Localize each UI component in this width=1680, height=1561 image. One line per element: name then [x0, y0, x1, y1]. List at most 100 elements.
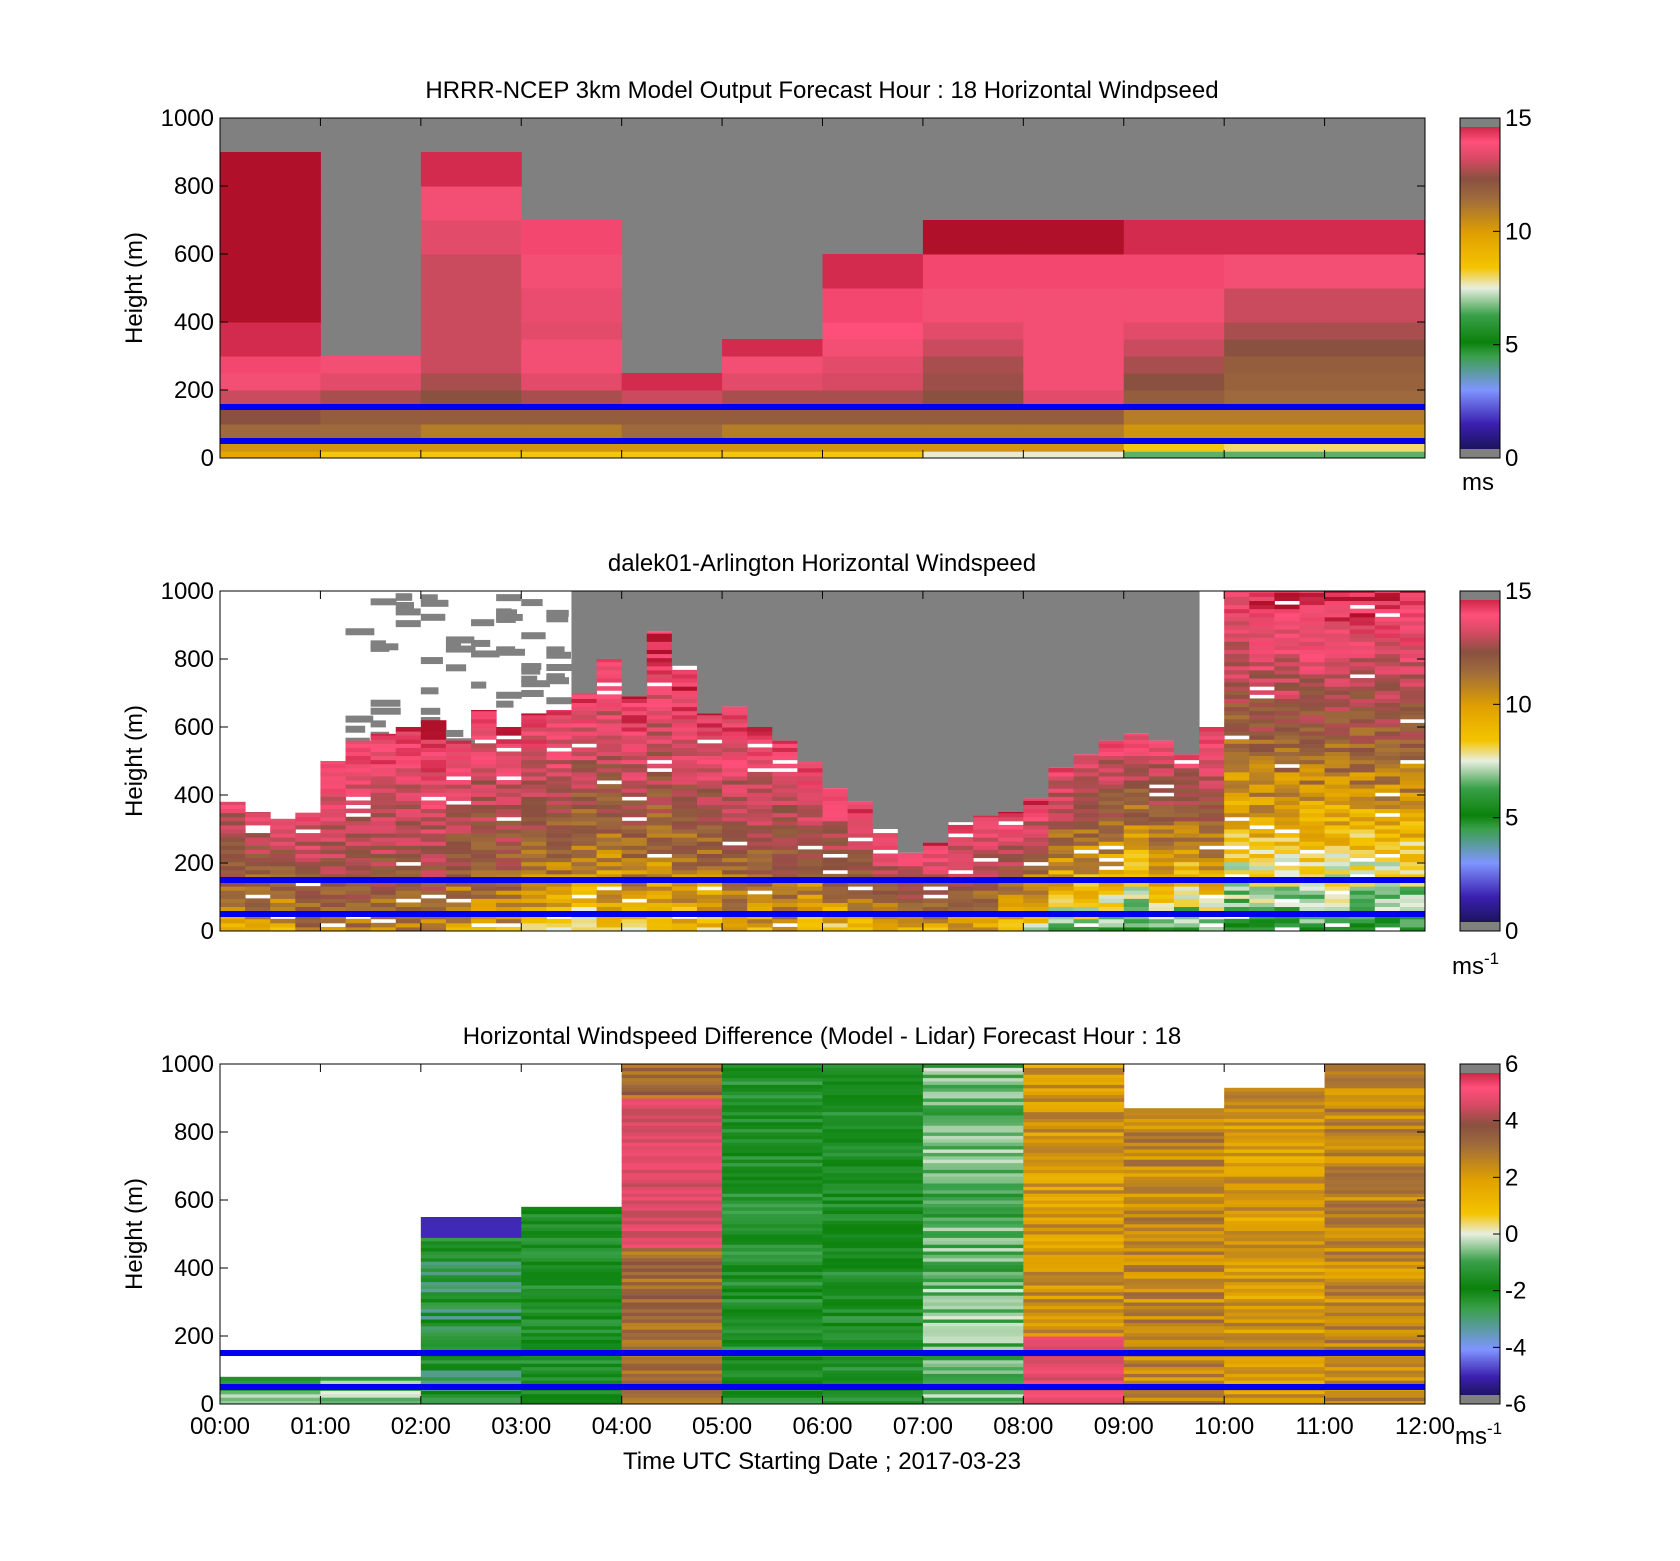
heatmap-cell [220, 288, 321, 323]
heatmap-cell [822, 861, 849, 867]
heatmap-cell [1023, 373, 1125, 391]
heatmap-cell [621, 1308, 723, 1313]
heatmap-cell [722, 1336, 823, 1340]
heatmap-cell [1224, 1210, 1326, 1215]
heatmap-cell [1274, 837, 1300, 842]
heatmap-cell [1324, 424, 1426, 442]
heatmap-cell [345, 775, 372, 781]
heatmap-cell [1224, 1138, 1326, 1143]
heatmap-cell [1324, 641, 1351, 646]
heatmap-cell [1224, 1179, 1326, 1184]
heatmap-cell [546, 833, 572, 838]
heatmap-cell [1173, 784, 1200, 789]
heatmap-cell [521, 1274, 623, 1279]
heatmap-cell [1324, 767, 1351, 773]
heatmap-cell [722, 1121, 823, 1126]
heatmap-cell [1324, 673, 1351, 679]
heatmap-cell [1224, 339, 1326, 357]
heatmap-cell [1324, 926, 1351, 932]
heatmap-cell [596, 659, 623, 663]
heatmap-cell [822, 1169, 924, 1174]
heatmap-cell [1324, 1342, 1426, 1347]
heatmap-cell [722, 1240, 823, 1245]
heatmap-cell [1148, 755, 1175, 761]
heatmap-cell [722, 1227, 823, 1232]
heatmap-cell [1349, 845, 1376, 850]
heatmap-cell [922, 857, 949, 863]
heatmap-cell [1123, 356, 1225, 374]
heatmap-cell [270, 890, 296, 895]
heatmap-cell [621, 1138, 723, 1143]
heatmap-cell [722, 853, 748, 859]
heatmap-cell [1224, 886, 1250, 891]
heatmap-cell [1274, 743, 1300, 748]
heatmap-cell [420, 1257, 522, 1262]
heatmap-cell [445, 857, 472, 863]
heatmap-cell [445, 845, 472, 850]
heatmap-cell [646, 690, 673, 695]
heatmap-cell [220, 451, 321, 459]
heatmap-cell [571, 926, 598, 932]
heatmap-cell [1148, 796, 1175, 801]
heatmap-cell [646, 645, 673, 650]
heatmap-cell [1224, 1189, 1326, 1194]
heatmap-cell [998, 890, 1024, 895]
heatmap-cell [1023, 1064, 1125, 1068]
heatmap-cell [220, 869, 246, 875]
heatmap-cell [1324, 898, 1351, 903]
heatmap-cell [445, 780, 472, 785]
heatmap-cell [1023, 1091, 1125, 1096]
heatmap-cell [747, 820, 773, 826]
heatmap-cell [847, 849, 874, 854]
heatmap-cell [696, 771, 723, 777]
heatmap-cell [1274, 735, 1300, 740]
heatmap-cell [922, 1087, 1024, 1092]
heatmap-cell [1324, 739, 1351, 744]
heatmap-cell [872, 853, 899, 859]
heatmap-cell [1023, 1135, 1125, 1140]
heatmap-cell [571, 706, 598, 712]
heatmap-cell [1224, 1336, 1326, 1340]
heatmap-cell [1148, 767, 1175, 773]
heatmap-cell [571, 922, 598, 928]
heatmap-cell [596, 918, 623, 924]
heatmap-cell [1073, 833, 1100, 838]
heatmap-cell [1123, 824, 1150, 830]
heatmap-cell [646, 812, 673, 818]
heatmap-cell [646, 698, 673, 704]
heatmap-cell [621, 1169, 723, 1174]
heatmap-cell [722, 1363, 823, 1368]
heatmap-cell [1224, 1373, 1326, 1378]
heatmap-cell [696, 727, 723, 732]
heatmap-cell [1224, 1251, 1326, 1255]
heatmap-cell [621, 714, 648, 720]
heatmap-cell [1123, 894, 1150, 899]
heatmap-cell [1224, 694, 1250, 699]
heatmap-cell [1148, 926, 1175, 932]
heatmap-cell [722, 1390, 823, 1395]
heatmap-cell [1224, 356, 1326, 374]
heatmap-cell [1349, 710, 1376, 716]
heatmap-cell [797, 808, 823, 814]
heatmap-cell [1123, 755, 1150, 761]
heatmap-cell [696, 713, 723, 716]
heatmap-cell [922, 1227, 1024, 1232]
heatmap-cell [772, 841, 798, 846]
heatmap-cell [1098, 824, 1125, 830]
heatmap-cell [420, 1278, 522, 1283]
heatmap-cell [1299, 702, 1326, 708]
heatmap-cell [1224, 592, 1250, 597]
heatmap-cell [1048, 775, 1075, 781]
heatmap-cell [1098, 906, 1125, 912]
heatmap-cell [1249, 792, 1275, 797]
heatmap-cell [1224, 1319, 1326, 1323]
heatmap-cell [822, 1400, 924, 1405]
heatmap-cell [295, 922, 321, 928]
heatmap-cell [797, 804, 823, 810]
heatmap-cell [420, 922, 447, 928]
heatmap-cell [1023, 1227, 1125, 1232]
heatmap-cell [998, 865, 1024, 871]
heatmap-cell [471, 841, 497, 846]
heatmap-cell [671, 902, 698, 908]
